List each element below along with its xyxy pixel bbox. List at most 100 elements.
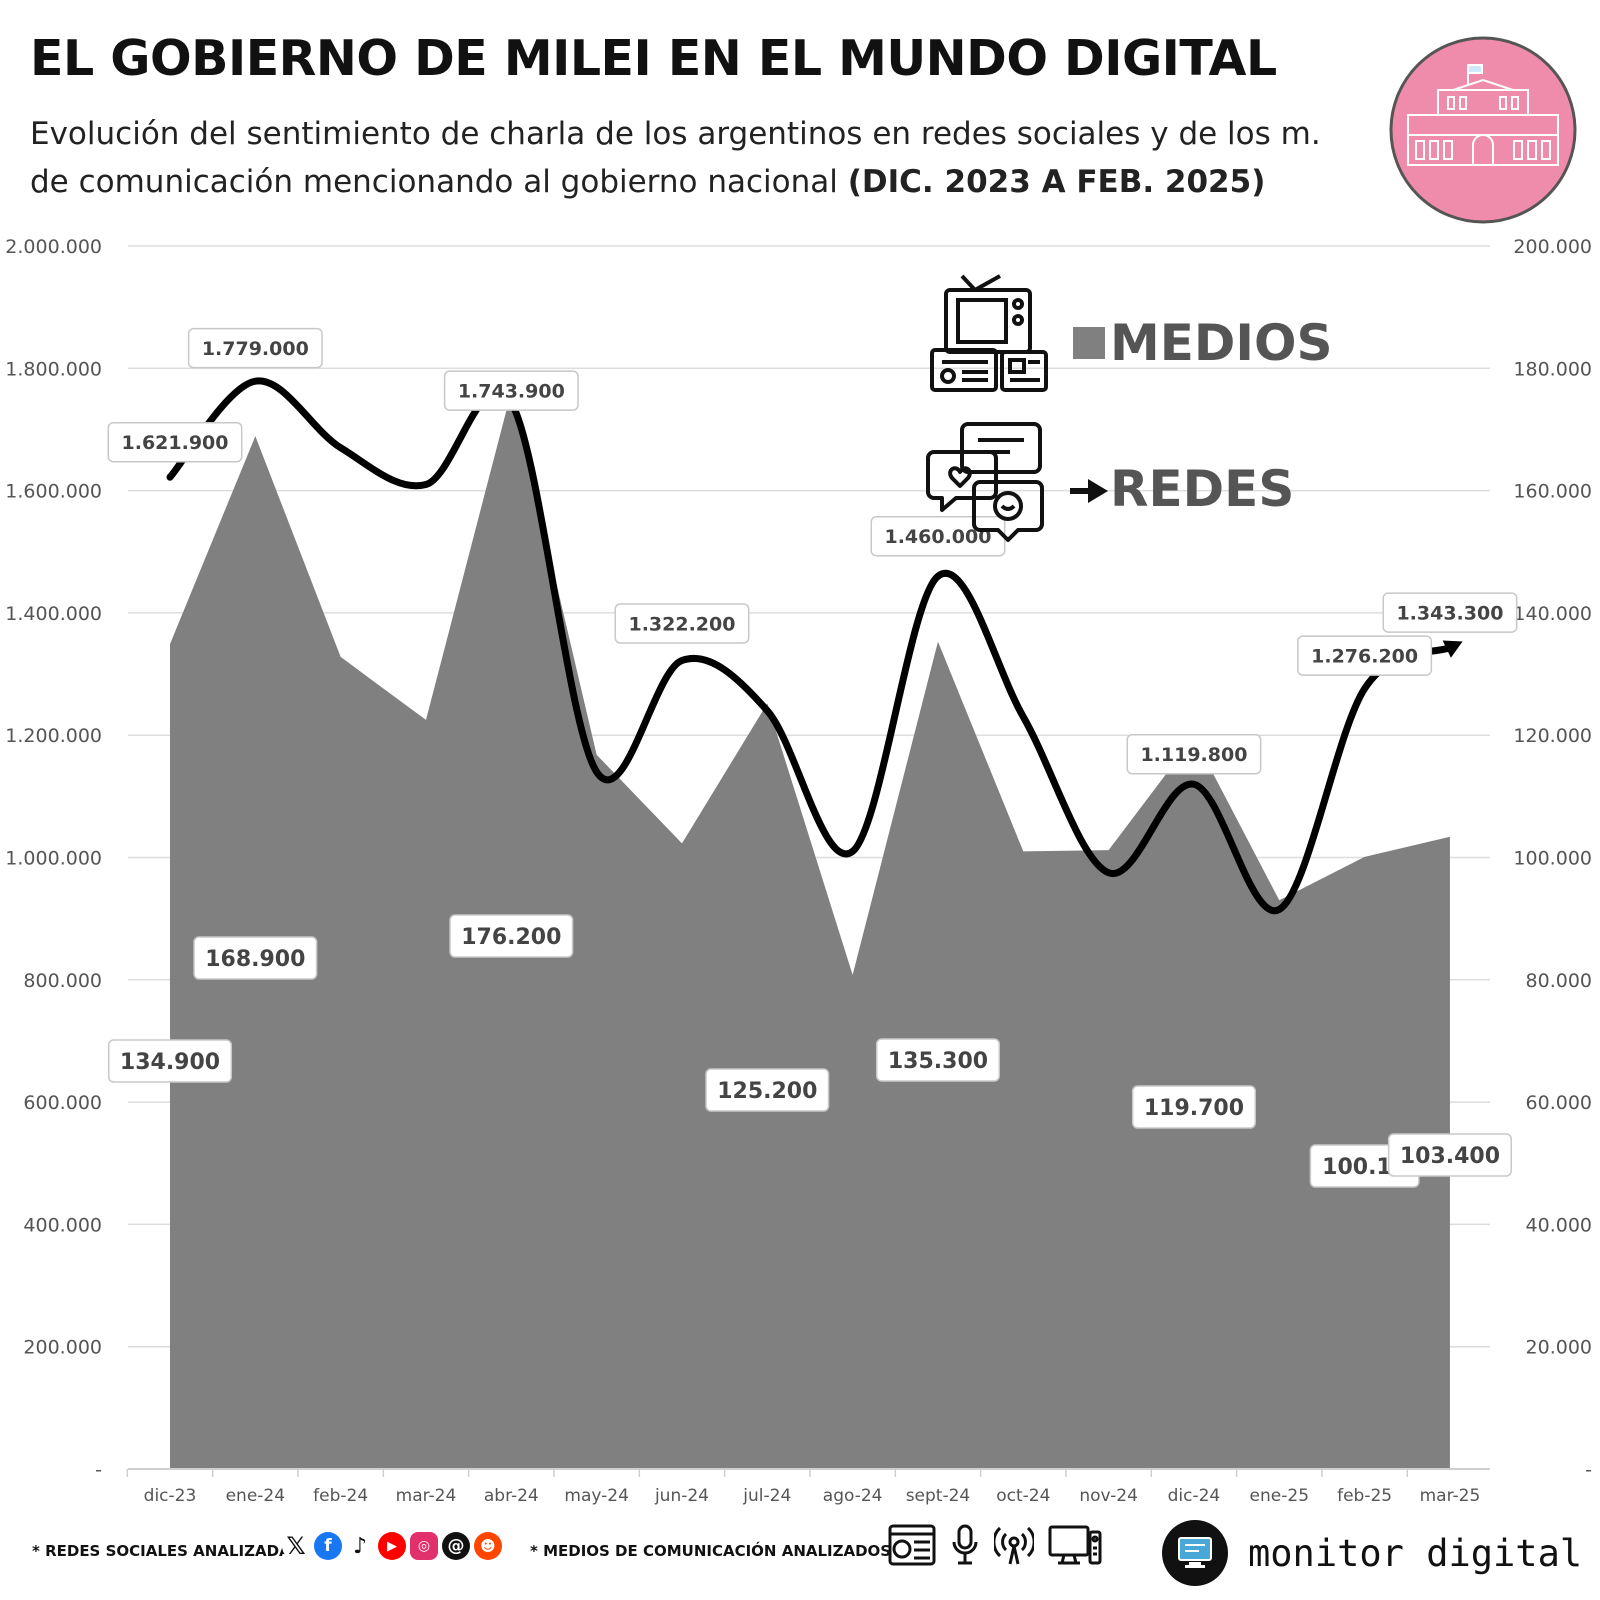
- web-news-icon: [888, 1524, 936, 1566]
- redes-arrowhead: [1442, 640, 1463, 658]
- redes-point: [1020, 713, 1027, 720]
- facebook-icon: f: [314, 1532, 342, 1560]
- microphone-icon: [952, 1524, 978, 1565]
- redes-data-label: 1.460.000: [870, 515, 1006, 557]
- medios-data-label-text: 134.900: [120, 1050, 220, 1075]
- redes-data-label-text: 1.343.300: [1396, 602, 1503, 624]
- redes-data-label: 1.621.900: [107, 421, 243, 463]
- brand: monitor digital: [1162, 1520, 1582, 1586]
- redes-point: [1361, 685, 1368, 692]
- right-axis-tick: 60.000: [1526, 1092, 1592, 1114]
- data-label-layer: 1.621.900 1.779.000 1.743.900 1.322.200 1.46…: [107, 327, 1518, 1188]
- redes-line-layer: [166, 377, 1463, 915]
- redes-data-label-box: [187, 327, 323, 369]
- medios-data-label: 119.700: [1131, 1085, 1256, 1129]
- redes-point: [593, 768, 600, 775]
- medios-data-label: 103.400: [1387, 1133, 1512, 1177]
- legend-medios-label: MEDIOS: [1110, 314, 1333, 372]
- medios-data-label-text: 168.900: [205, 947, 305, 972]
- legend-redes-arrow: [1070, 479, 1108, 503]
- redes-data-label-box: [107, 421, 243, 463]
- left-axis-tick: 1.400.000: [5, 603, 102, 625]
- redes-point: [849, 848, 856, 855]
- monitor-icon: [1178, 1537, 1212, 1568]
- redes-data-label-text: 1.779.000: [202, 338, 309, 360]
- redes-point: [1190, 781, 1197, 788]
- redes-data-label-text: 1.276.200: [1311, 645, 1418, 667]
- medios-data-label-text: 119.700: [1144, 1096, 1244, 1121]
- right-axis-tick: 40.000: [1526, 1214, 1592, 1236]
- redes-point: [337, 444, 344, 451]
- x-axis-tick: jun-24: [654, 1486, 709, 1506]
- redes-data-label-box: [1126, 733, 1262, 775]
- youtube-icon: ▶: [378, 1532, 406, 1560]
- legend-medios-swatch: [1073, 327, 1105, 359]
- media-outlets-label: * MEDIOS DE COMUNICACIÓN ANALIZADOS: [530, 1542, 892, 1560]
- redes-data-label-box: [614, 603, 750, 644]
- x-axis-tick: oct-24: [996, 1486, 1050, 1506]
- media-icons: [888, 1524, 1102, 1566]
- x-axis-tick: dic-23: [144, 1486, 197, 1506]
- x-axis-tick: ago-24: [823, 1486, 883, 1506]
- tv-monitor-icon: [1048, 1525, 1102, 1565]
- redes-data-label-text: 1.743.900: [458, 380, 565, 402]
- tv-newspaper-icon: [930, 274, 1048, 392]
- x-axis-tick: feb-25: [1337, 1486, 1392, 1506]
- right-axis-tick: 140.000: [1513, 603, 1592, 625]
- redes-data-label-text: 1.322.200: [628, 613, 735, 635]
- redes-data-label: 1.119.800: [1126, 733, 1262, 775]
- sentiment-chart: - - 200.000 20.000 400.000 40.000 600.000 60.00…: [5, 236, 1592, 1506]
- right-axis-tick: -: [1585, 1459, 1592, 1481]
- x-axis-tick: ene-24: [226, 1486, 285, 1506]
- medios-data-label-text: 125.200: [717, 1079, 817, 1104]
- left-axis-tick: 1.800.000: [5, 358, 102, 380]
- x-axis-tick: jul-24: [742, 1486, 791, 1506]
- medios-data-label-text: 176.200: [461, 925, 561, 950]
- medios-data-label-box: [193, 936, 318, 980]
- redes-data-label-text: 1.621.900: [122, 432, 229, 454]
- x-axis-tick: nov-24: [1079, 1486, 1138, 1506]
- medios-data-label-box: [705, 1068, 830, 1112]
- right-axis-tick: 100.000: [1513, 848, 1592, 870]
- medios-data-label-box: [1131, 1085, 1256, 1129]
- x-axis-tick: may-24: [564, 1486, 629, 1506]
- x-axis-tick: sept-24: [906, 1486, 971, 1506]
- broadcast-icon: [994, 1526, 1034, 1565]
- left-axis-tick: -: [95, 1459, 102, 1481]
- medios-data-label-box: [1387, 1133, 1512, 1177]
- redes-point: [764, 707, 771, 714]
- x-axis-tick: mar-24: [396, 1486, 457, 1506]
- redes-data-label-text: 1.119.800: [1140, 744, 1247, 766]
- redes-point: [252, 378, 259, 385]
- x-axis-tick: ene-25: [1250, 1486, 1309, 1506]
- medios-data-label: 134.900: [107, 1039, 233, 1083]
- page-title: EL GOBIERNO DE MILEI EN EL MUNDO DIGITAL: [30, 30, 1277, 87]
- instagram-icon: ◎: [410, 1532, 438, 1560]
- page-subtitle: Evolución del sentimiento de charla de l…: [30, 110, 1340, 206]
- medios-data-label-box: [107, 1039, 233, 1083]
- medios-data-label-text: 103.400: [1400, 1144, 1500, 1169]
- redes-point: [422, 481, 429, 488]
- right-axis-tick: 200.000: [1513, 236, 1592, 258]
- redes-data-label-box: [443, 370, 579, 411]
- left-axis-tick: 1.200.000: [5, 725, 102, 747]
- right-axis-tick: 180.000: [1513, 358, 1592, 380]
- redes-data-label: 1.343.300: [1382, 592, 1518, 633]
- axis-layer: - - 200.000 20.000 400.000 40.000 600.000 60.00…: [5, 236, 1592, 1506]
- brand-name: monitor digital: [1248, 1531, 1583, 1575]
- redes-data-label-box: [1382, 592, 1518, 633]
- right-axis-tick: 120.000: [1513, 725, 1592, 747]
- building-icon: [1407, 64, 1559, 166]
- legend: MEDIOS REDES: [926, 274, 1333, 542]
- chat-bubbles-icon: [926, 422, 1044, 542]
- medios-data-label: 125.200: [705, 1068, 830, 1112]
- brand-logo: [1162, 1520, 1228, 1586]
- redes-data-label-text: 1.460.000: [884, 526, 991, 548]
- casa-rosada-emblem: [1389, 36, 1577, 224]
- right-axis-tick: 160.000: [1513, 481, 1592, 503]
- redes-point: [1276, 906, 1283, 913]
- right-axis-tick: 80.000: [1526, 970, 1592, 992]
- redes-data-label: 1.322.200: [614, 603, 750, 644]
- x-axis-tick: feb-24: [313, 1486, 368, 1506]
- medios-data-label: 168.900: [193, 936, 318, 980]
